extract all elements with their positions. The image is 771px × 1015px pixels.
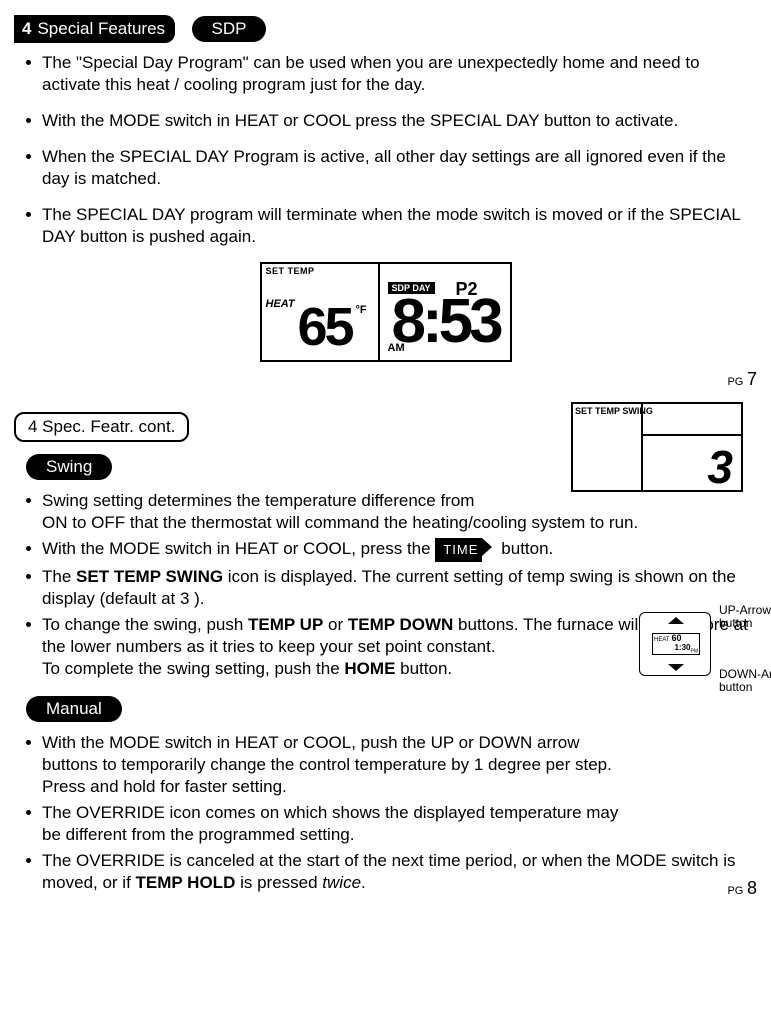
swing-bullet-3: The SET TEMP SWING icon is displayed. Th… xyxy=(42,566,757,610)
page-number-7: PG 7 xyxy=(14,369,757,390)
thermostat-body: HEAT 60 1:30PM xyxy=(639,612,711,676)
swing-b4bold2: TEMP DOWN xyxy=(348,615,453,634)
swing-b4a: To change the swing, push xyxy=(42,615,248,634)
sdp-bullet-4: The SPECIAL DAY program will terminate w… xyxy=(42,204,757,248)
manual-b3c: . xyxy=(361,873,366,892)
down-arrow-label: DOWN-Arrowbutton xyxy=(719,668,771,694)
swing-b4d: button. xyxy=(395,659,452,678)
swing-label: Swing xyxy=(26,454,112,480)
manual-bullet-3: The OVERRIDE is canceled at the start of… xyxy=(42,850,757,894)
lcd1-divider xyxy=(378,264,380,360)
pg-label: PG xyxy=(727,376,743,388)
sdp-label: SDP xyxy=(192,16,267,42)
manual-b3i: twice xyxy=(322,873,361,892)
thermostat-screen: HEAT 60 1:30PM xyxy=(652,633,700,655)
swing-b2b: button. xyxy=(497,539,554,558)
swing-b4c: To complete the swing setting, push the xyxy=(42,659,344,678)
section-title: Special Features xyxy=(37,19,165,38)
manual-bullets: With the MODE switch in HEAT or COOL, pu… xyxy=(14,732,757,894)
up-arrow-label: UP-Arrowbutton xyxy=(719,604,771,630)
lcd2-hline xyxy=(641,434,741,436)
swing-bullet-1: Swing setting determines the temperature… xyxy=(42,490,757,534)
section-continuation: 4 Spec. Featr. cont. xyxy=(14,412,189,442)
thermostat-diagram: HEAT 60 1:30PM UP-Arrowbutton DOWN-Arrow… xyxy=(639,612,759,676)
swing-b4mid: or xyxy=(323,615,348,634)
sdp-bullet-3: When the SPECIAL DAY Program is active, … xyxy=(42,146,757,190)
swing-b1b: ON to OFF that the thermostat will comma… xyxy=(42,513,638,532)
lcd-display-2: SET TEMP SWING 3 xyxy=(571,402,743,492)
section-header: 4 Special Features xyxy=(14,15,175,43)
time-button-icon: TIME xyxy=(435,538,482,562)
lcd-display-1: SET TEMP HEAT 65 °F SDP DAY P2 8:53 AM xyxy=(260,262,512,362)
pg-value: 7 xyxy=(747,369,757,389)
lcd1-time: 8:53 xyxy=(392,286,500,357)
lcd1-am: AM xyxy=(388,342,405,354)
swing-b2a: With the MODE switch in HEAT or COOL, pr… xyxy=(42,539,435,558)
down-arrow-icon xyxy=(668,664,684,671)
manual-b3bold: TEMP HOLD xyxy=(136,873,236,892)
lcd2-vline xyxy=(641,404,643,490)
lcd1-degf: °F xyxy=(356,304,367,316)
swing-b4bold3: HOME xyxy=(344,659,395,678)
manual-b3b: is pressed xyxy=(235,873,322,892)
swing-b1a: Swing setting determines the temperature… xyxy=(42,491,474,510)
up-arrow-icon xyxy=(668,617,684,624)
lcd1-heat: HEAT xyxy=(266,298,295,310)
swing-b3a: The xyxy=(42,567,76,586)
section-number: 4 xyxy=(22,19,31,38)
manual-bullet-2: The OVERRIDE icon comes on which shows t… xyxy=(42,802,757,846)
manual-label: Manual xyxy=(26,696,122,722)
lcd1-settemp: SET TEMP xyxy=(266,266,315,276)
lcd1-temp: 65 xyxy=(298,296,352,358)
sdp-bullets: The "Special Day Program" can be used wh… xyxy=(14,52,757,248)
swing-bullet-2: With the MODE switch in HEAT or COOL, pr… xyxy=(42,538,757,562)
manual-bullet-1: With the MODE switch in HEAT or COOL, pu… xyxy=(42,732,757,798)
lcd2-value: 3 xyxy=(707,440,733,494)
sdp-bullet-1: The "Special Day Program" can be used wh… xyxy=(42,52,757,96)
lcd-display-1-container: SET TEMP HEAT 65 °F SDP DAY P2 8:53 AM xyxy=(14,262,757,367)
swing-b3bold: SET TEMP SWING xyxy=(76,567,223,586)
sdp-bullet-2: With the MODE switch in HEAT or COOL pre… xyxy=(42,110,757,132)
swing-b4bold1: TEMP UP xyxy=(248,615,323,634)
